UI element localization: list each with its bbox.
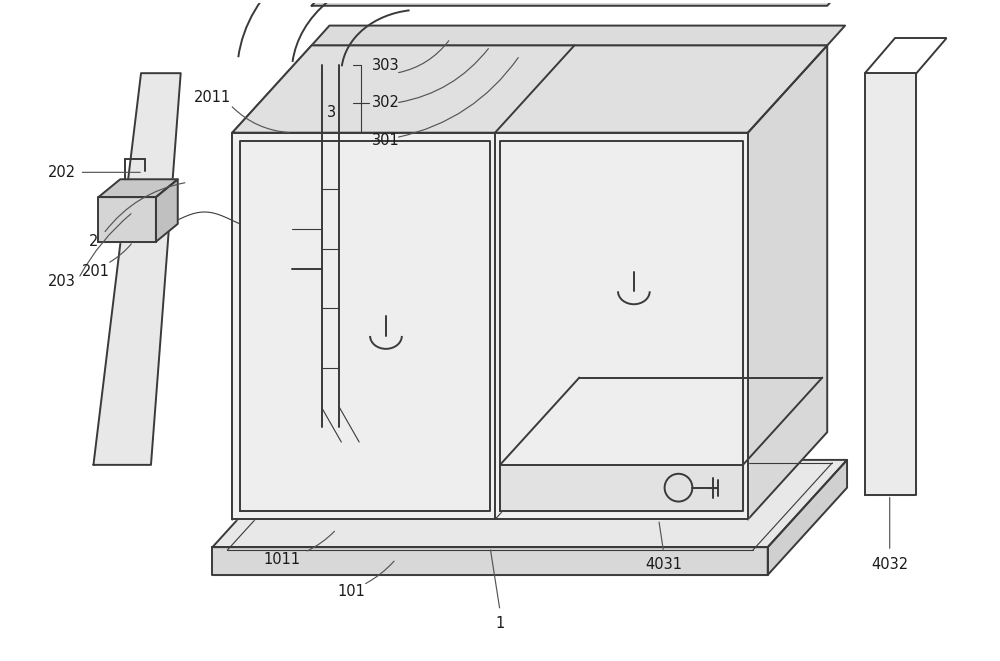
Text: 2: 2 xyxy=(89,234,98,249)
Text: 3: 3 xyxy=(327,105,336,120)
Polygon shape xyxy=(232,46,312,520)
Text: 202: 202 xyxy=(48,165,76,180)
Polygon shape xyxy=(768,460,847,575)
Polygon shape xyxy=(98,179,178,197)
Polygon shape xyxy=(98,197,156,242)
Text: 301: 301 xyxy=(372,133,400,148)
Text: 203: 203 xyxy=(48,274,76,289)
Polygon shape xyxy=(312,0,845,6)
Text: 302: 302 xyxy=(372,95,400,110)
Polygon shape xyxy=(500,465,743,512)
Text: 101: 101 xyxy=(337,584,365,600)
Text: 303: 303 xyxy=(372,58,400,73)
Text: 1011: 1011 xyxy=(263,551,300,566)
Polygon shape xyxy=(212,460,847,547)
Polygon shape xyxy=(865,73,916,494)
Text: 1: 1 xyxy=(495,616,505,631)
Polygon shape xyxy=(240,141,490,512)
Polygon shape xyxy=(232,46,827,133)
Text: 201: 201 xyxy=(81,264,109,279)
Polygon shape xyxy=(748,46,827,520)
Text: 2011: 2011 xyxy=(194,91,231,106)
Polygon shape xyxy=(500,141,743,512)
Polygon shape xyxy=(312,26,845,46)
Polygon shape xyxy=(232,133,748,520)
Polygon shape xyxy=(93,73,181,465)
Text: 4032: 4032 xyxy=(871,557,908,572)
Text: 4031: 4031 xyxy=(645,557,682,572)
Polygon shape xyxy=(212,547,768,575)
Polygon shape xyxy=(156,179,178,242)
